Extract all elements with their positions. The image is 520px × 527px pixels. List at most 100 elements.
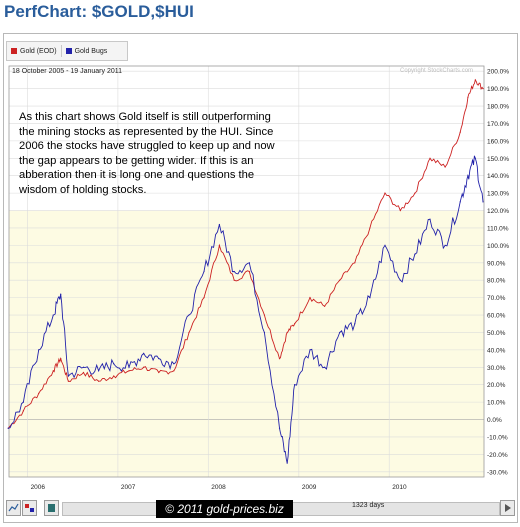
data-point [67,375,70,377]
data-point [354,262,356,264]
data-point [474,79,476,81]
y-tick-label: 190.0% [487,86,509,93]
data-point [52,370,54,372]
data-point [399,279,401,281]
data-point [278,427,281,429]
date-range: 18 October 2005 - 19 January 2011 [12,68,123,75]
data-point [98,380,100,382]
data-point [128,366,130,368]
legend-item-gold-bugs[interactable]: Gold Bugs [62,48,112,55]
red-square-icon [11,48,17,54]
data-point [309,349,311,351]
data-point [369,227,371,229]
data-point [158,371,160,374]
y-tick-label: 70.0% [487,295,506,302]
color-swatch-icon[interactable] [22,500,37,516]
data-point [414,192,416,194]
y-tick-label: 20.0% [487,382,506,389]
scroll-right-icon[interactable] [500,500,515,516]
plot-border [8,65,485,478]
data-point [263,314,266,316]
data-point [203,297,205,299]
data-point [248,270,250,273]
data-point [218,223,220,226]
data-point [60,293,62,295]
data-point [323,366,326,368]
y-tick-label: 170.0% [487,121,509,128]
data-point [158,357,160,360]
data-point [22,410,24,412]
y-tick-label: 50.0% [487,330,506,337]
data-point [113,363,115,365]
data-point [384,244,386,246]
data-point [113,375,115,377]
data-point [444,166,446,168]
legend-label-gold: Gold (EOD) [20,47,57,55]
data-point [294,384,296,386]
data-point [7,427,9,429]
data-point [98,370,100,372]
y-tick-label: 200.0% [487,69,509,76]
data-point [188,331,190,334]
series-line-gold [7,78,484,429]
y-tick-label: 30.0% [487,365,506,372]
data-point [263,331,266,334]
data-point [188,314,190,316]
x-tick-label: 2010 [392,484,407,491]
y-tick-label: 160.0% [487,138,509,145]
scroll-left-icon[interactable] [44,500,59,516]
y-tick-label: 80.0% [487,278,506,285]
x-tick-label: 2007 [121,484,136,491]
legend-divider [60,45,62,57]
data-point [82,366,85,368]
data-point [203,270,205,273]
plot-shading [9,210,484,477]
data-point [233,270,235,273]
data-point [384,192,386,194]
data-point [38,349,40,351]
blue-square-icon [65,48,72,54]
copyright-text: Copyright StockCharts.com [400,68,474,74]
data-point [286,331,288,334]
data-point [467,96,469,98]
data-point [482,201,484,203]
data-point [399,209,401,212]
x-tick-label: 2006 [31,484,46,491]
data-point [414,253,416,255]
y-tick-label: 120.0% [487,208,509,215]
data-point [38,392,40,395]
data-point [323,305,326,307]
data-point [369,297,371,299]
y-tick-label: 10.0% [487,400,506,407]
data-point [339,331,341,334]
data-point [82,371,85,374]
y-tick-label: 110.0% [487,225,509,232]
data-point [459,131,461,133]
y-tick-label: 130.0% [487,191,509,198]
data-point [354,323,356,325]
chart-legend: Gold (EOD) Gold Bugs [6,41,128,61]
legend-label-gold-bugs: Gold Bugs [74,47,108,55]
y-tick-label: 150.0% [487,156,509,163]
line-chart-icon[interactable] [6,500,21,516]
legend-item-gold[interactable]: Gold (EOD) [7,48,61,55]
data-point [60,357,62,360]
data-point [143,352,145,354]
data-point [278,357,281,360]
data-point [173,370,175,372]
y-tick-label: 90.0% [487,260,506,267]
series-line-gold-bugs [8,155,484,464]
y-tick-label: 100.0% [487,243,509,250]
data-point [294,323,296,325]
days-count: 1323 days [352,502,385,509]
page-title: PerfChart: $GOLD,$HUI [4,2,194,21]
data-point [474,157,476,159]
data-point [173,363,175,365]
data-point [339,279,341,281]
y-tick-label: 40.0% [487,347,506,354]
data-point [429,218,431,220]
data-point [309,297,311,299]
y-tick-label: 60.0% [487,313,506,320]
x-tick-label: 2008 [211,484,226,491]
